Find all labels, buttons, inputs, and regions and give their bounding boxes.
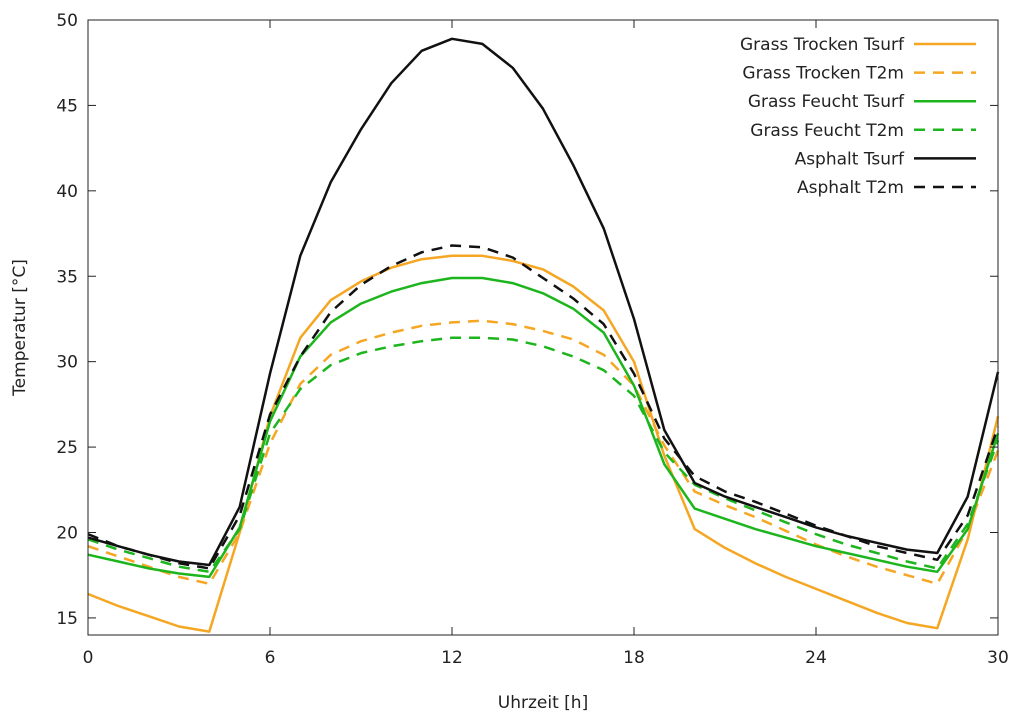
legend-label: Grass Feucht Tsurf	[748, 92, 905, 112]
x-tick-label: 24	[805, 648, 827, 668]
y-tick-label: 30	[56, 353, 78, 373]
plot-frame	[87, 19, 999, 636]
legend-label: Asphalt Tsurf	[795, 149, 905, 169]
x-tick-label: 6	[265, 648, 276, 668]
series-line-grass-feucht-t2m	[87, 336, 1000, 574]
legend-label: Grass Trocken Tsurf	[740, 35, 905, 55]
x-tick-label: 12	[441, 648, 463, 668]
series-line-grass-trocken-tsurf	[87, 254, 1000, 633]
x-tick-label: 30	[987, 648, 1009, 668]
y-tick-label: 40	[56, 182, 78, 202]
series-line-asphalt-t2m	[87, 244, 1000, 570]
y-axis-title: Temperatur [°C]	[10, 259, 30, 397]
y-tick-label: 45	[56, 96, 78, 116]
ticks-layer: 0 6 12 18 24 30 15 20 25 30 35 40 45 50	[56, 11, 1008, 668]
x-tick-label: 0	[83, 648, 94, 668]
legend-label: Grass Feucht T2m	[750, 121, 904, 141]
legend-label: Asphalt T2m	[797, 178, 904, 198]
legend-label: Grass Trocken T2m	[742, 64, 904, 84]
y-tick-label: 20	[56, 524, 78, 544]
x-axis-title: Uhrzeit [h]	[498, 693, 588, 713]
y-tick-label: 35	[56, 267, 78, 287]
series-line-grass-trocken-t2m	[87, 319, 1000, 586]
series-layer	[87, 37, 1000, 633]
legend: Grass Trocken Tsurf Grass Trocken T2m Gras…	[740, 35, 976, 198]
y-tick-label: 25	[56, 438, 78, 458]
y-tick-label: 50	[56, 11, 78, 31]
y-tick-label: 15	[56, 609, 78, 629]
x-tick-label: 18	[623, 648, 645, 668]
